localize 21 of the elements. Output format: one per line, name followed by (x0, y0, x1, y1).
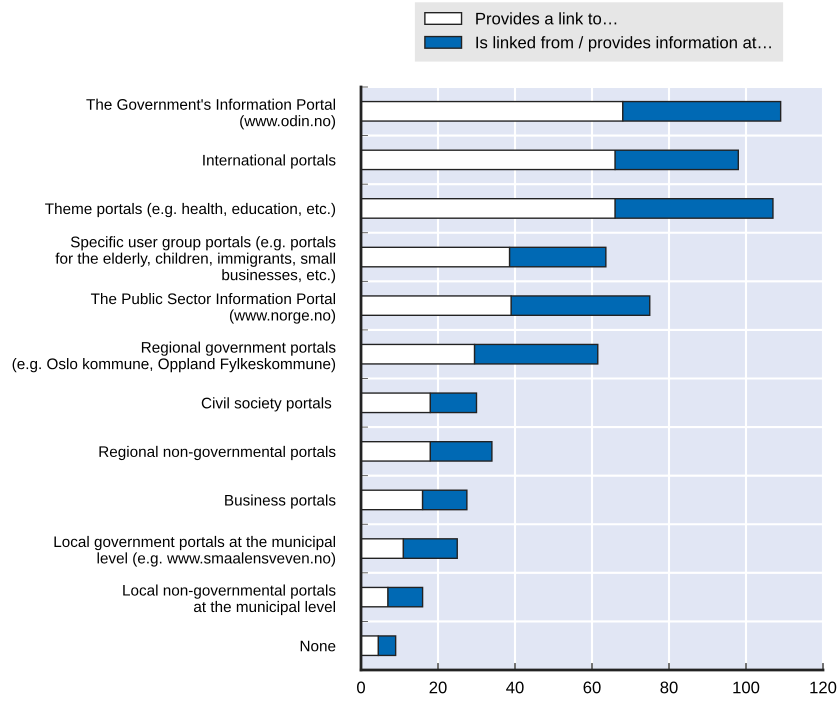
y-tick-label: Local government portals at the municipal level (e.g. www.smaalensveven.no) (54, 536, 336, 567)
x-tick-label: 0 (357, 682, 365, 694)
y-tick-label: Local non-governmental portals at the municipal level (123, 584, 336, 616)
x-tick-label: 20 (430, 682, 447, 694)
y-tick-label: The Government's Information Portal (www.odin.no) (86, 98, 336, 130)
y-tick-label: Specific user group portals (e.g. portals for the elderly, children, immigrants, small businesses, etc.) (55, 236, 336, 284)
x-tick-label: 100 (733, 682, 760, 694)
y-tick-label: None (300, 640, 336, 652)
y-tick-label: The Public Sector Information Portal (www.norge.no) (90, 292, 336, 324)
y-tick-label: International portals (203, 154, 336, 169)
y-tick-label: Theme portals (e.g. health, education, etc.) (45, 202, 336, 218)
legend-label: Provides a link to… (476, 12, 616, 25)
x-tick-label: 120 (810, 682, 836, 694)
legend-label: Is linked from / provides information at… (476, 36, 771, 52)
y-tick-label: Regional government portals (e.g. Oslo kommune, Oppland Fylkeskommune) (12, 342, 336, 372)
y-tick-label: Civil society portals (202, 397, 332, 412)
x-tick-label: 80 (660, 682, 678, 694)
x-tick-label: 40 (506, 682, 524, 694)
y-tick-label: Regional non-governmental portals (99, 446, 336, 460)
y-tick-label: Business portals (225, 494, 336, 509)
x-tick-label: 60 (584, 682, 601, 694)
